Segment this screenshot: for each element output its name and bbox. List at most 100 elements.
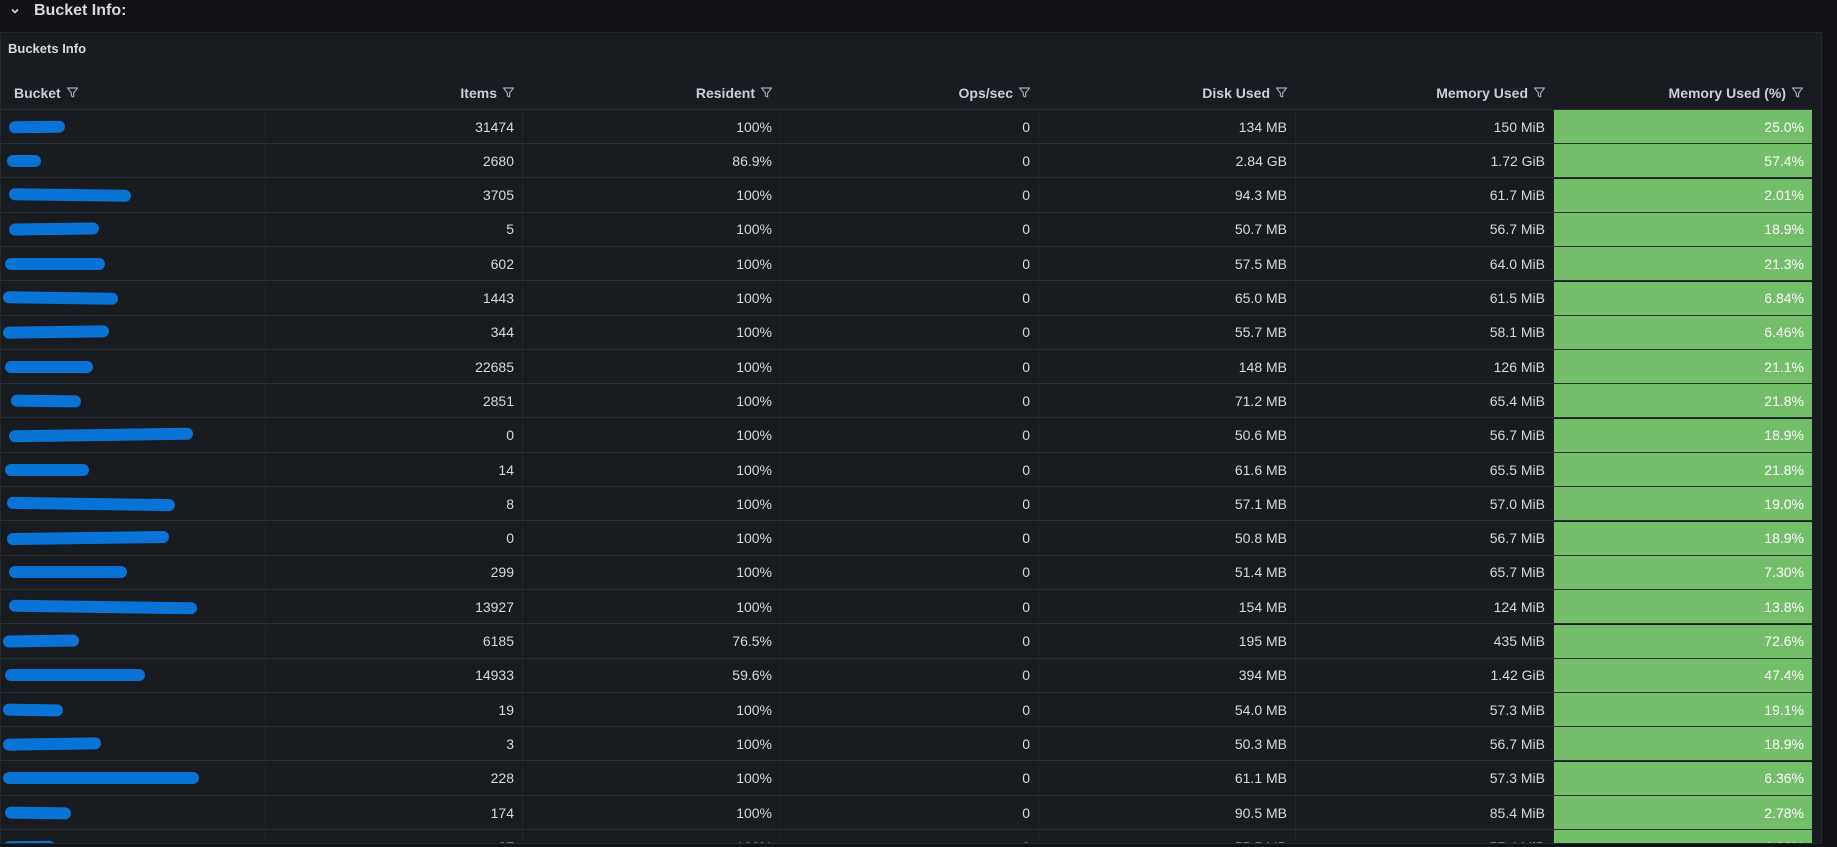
redacted-bucket-name (2, 737, 102, 751)
redacted-bucket-name (8, 188, 132, 202)
column-header-items[interactable]: Items (266, 76, 523, 109)
table-row[interactable]: 174 100% 0 90.5 MB 85.4 MiB 2.78% (1, 796, 1813, 830)
row-header-bucket-info[interactable]: Bucket Info: (0, 0, 1837, 22)
cell-memory-used: 65.4 MiB (1296, 384, 1554, 418)
filter-icon[interactable] (1533, 86, 1546, 99)
redacted-bucket-name (5, 463, 89, 476)
cell-memory-used: 57.3 MiB (1296, 693, 1554, 727)
cell-bucket (1, 453, 266, 486)
table-row[interactable]: 19 100% 0 54.0 MB 57.3 MiB 19.1% (1, 693, 1813, 728)
redacted-bucket-name (5, 669, 145, 682)
table-row[interactable]: 3705 100% 0 94.3 MB 61.7 MiB 2.01% (1, 178, 1813, 213)
column-header-label: Disk Used (1202, 84, 1270, 101)
table-row[interactable]: 6185 76.5% 0 195 MB 435 MiB 72.6% (1, 624, 1813, 659)
cell-resident: 100% (523, 830, 781, 843)
column-header-memory-used[interactable]: Memory Used (1296, 76, 1554, 109)
table-row[interactable]: 2680 86.9% 0 2.84 GB 1.72 GiB 57.4% (1, 144, 1813, 179)
redacted-bucket-name (8, 222, 100, 237)
table-row[interactable]: 13927 100% 0 154 MB 124 MiB 13.8% (1, 590, 1813, 625)
filter-icon[interactable] (66, 86, 79, 99)
cell-memory-used: 1.42 GiB (1296, 658, 1554, 692)
cell-items: 22685 (266, 350, 523, 384)
cell-ops-sec: 0 (781, 281, 1039, 315)
cell-items: 19 (266, 693, 523, 727)
table-row[interactable]: 2851 100% 0 71.2 MB 65.4 MiB 21.8% (1, 384, 1813, 419)
cell-bucket (1, 110, 266, 143)
column-header-label: Ops/sec (958, 84, 1013, 101)
table-row[interactable]: 602 100% 0 57.5 MB 64.0 MiB 21.3% (1, 247, 1813, 282)
cell-memory-used: 61.7 MiB (1296, 178, 1554, 212)
cell-disk-used: 50.6 MB (1039, 418, 1296, 452)
redacted-bucket-name (2, 634, 80, 648)
redacted-bucket-name (8, 427, 194, 443)
table-row[interactable]: 22685 100% 0 148 MB 126 MiB 21.1% (1, 350, 1813, 385)
table-row[interactable]: 14933 59.6% 0 394 MB 1.42 GiB 47.4% (1, 658, 1813, 693)
table-row[interactable]: 5 100% 0 50.7 MB 56.7 MiB 18.9% (1, 212, 1813, 247)
cell-ops-sec: 0 (781, 624, 1039, 658)
column-header-ops-sec[interactable]: Ops/sec (781, 76, 1039, 109)
table-row[interactable]: 1443 100% 0 65.0 MB 61.5 MiB 6.84% (1, 281, 1813, 316)
cell-resident: 100% (523, 487, 781, 521)
cell-items: 0 (266, 418, 523, 452)
cell-ops-sec: 0 (781, 212, 1039, 246)
cell-bucket (1, 144, 266, 178)
cell-ops-sec: 0 (781, 453, 1039, 486)
cell-memory-used-pct: 19.1% (1554, 693, 1812, 727)
filter-icon[interactable] (1791, 86, 1804, 99)
cell-memory-used: 57.3 MiB (1296, 761, 1554, 795)
filter-icon[interactable] (760, 86, 773, 99)
table-row[interactable]: 31474 100% 0 134 MB 150 MiB 25.0% (1, 110, 1813, 144)
cell-bucket (1, 761, 266, 795)
cell-memory-used-pct: 18.9% (1554, 521, 1812, 555)
scrollbar[interactable] (1814, 33, 1821, 843)
cell-bucket (1, 247, 266, 281)
cell-disk-used: 71.2 MB (1039, 384, 1296, 418)
cell-bucket (1, 693, 266, 727)
table-row[interactable]: 3 100% 0 50.3 MB 56.7 MiB 18.9% (1, 727, 1813, 762)
cell-memory-used-pct: 19.0% (1554, 487, 1812, 521)
filter-icon[interactable] (502, 86, 515, 99)
cell-resident: 100% (523, 212, 781, 246)
cell-ops-sec: 0 (781, 761, 1039, 795)
cell-memory-used-pct: 2.01% (1554, 178, 1812, 212)
cell-items: 1443 (266, 281, 523, 315)
cell-memory-used-pct: 72.6% (1554, 624, 1812, 658)
cell-bucket (1, 350, 266, 384)
cell-memory-used-pct: 6.46% (1554, 315, 1812, 349)
cell-items: 6185 (266, 624, 523, 658)
column-header-disk-used[interactable]: Disk Used (1039, 76, 1296, 109)
cell-memory-used-pct: 6.38% (1554, 830, 1812, 843)
cell-resident: 76.5% (523, 624, 781, 658)
cell-resident: 100% (523, 521, 781, 555)
column-header-bucket[interactable]: Bucket (1, 76, 266, 109)
cell-resident: 86.9% (523, 144, 781, 178)
redacted-bucket-name (5, 360, 93, 373)
cell-memory-used-pct: 18.9% (1554, 212, 1812, 246)
table-row[interactable]: 8 100% 0 57.1 MB 57.0 MiB 19.0% (1, 487, 1813, 522)
filter-icon[interactable] (1018, 86, 1031, 99)
table-row[interactable]: 14 100% 0 61.6 MB 65.5 MiB 21.8% (1, 453, 1813, 487)
filter-icon[interactable] (1275, 86, 1288, 99)
cell-disk-used: 61.6 MB (1039, 453, 1296, 486)
cell-bucket (1, 658, 266, 692)
table-row[interactable]: 0 100% 0 50.8 MB 56.7 MiB 18.9% (1, 521, 1813, 556)
redacted-bucket-name (6, 496, 176, 511)
column-header-label: Resident (695, 84, 755, 101)
table-row[interactable]: 228 100% 0 61.1 MB 57.3 MiB 6.36% (1, 761, 1813, 796)
cell-memory-used-pct: 18.9% (1554, 418, 1812, 452)
table-row[interactable]: 0 100% 0 50.6 MB 56.7 MiB 18.9% (1, 418, 1813, 453)
cell-disk-used: 50.3 MB (1039, 727, 1296, 761)
cell-disk-used: 394 MB (1039, 658, 1296, 692)
cell-disk-used: 65.0 MB (1039, 281, 1296, 315)
cell-disk-used: 55.5 MB (1039, 830, 1296, 843)
column-header-memory-used-pct[interactable]: Memory Used (%) (1554, 76, 1812, 109)
cell-bucket (1, 521, 266, 555)
chevron-down-icon[interactable] (10, 6, 20, 16)
cell-memory-used: 435 MiB (1296, 624, 1554, 658)
column-header-resident[interactable]: Resident (523, 76, 781, 109)
table-row[interactable]: 344 100% 0 55.7 MB 58.1 MiB 6.46% (1, 315, 1813, 350)
cell-resident: 100% (523, 796, 781, 829)
table-row[interactable]: 299 100% 0 51.4 MB 65.7 MiB 7.30% (1, 555, 1813, 590)
cell-bucket (1, 590, 266, 624)
